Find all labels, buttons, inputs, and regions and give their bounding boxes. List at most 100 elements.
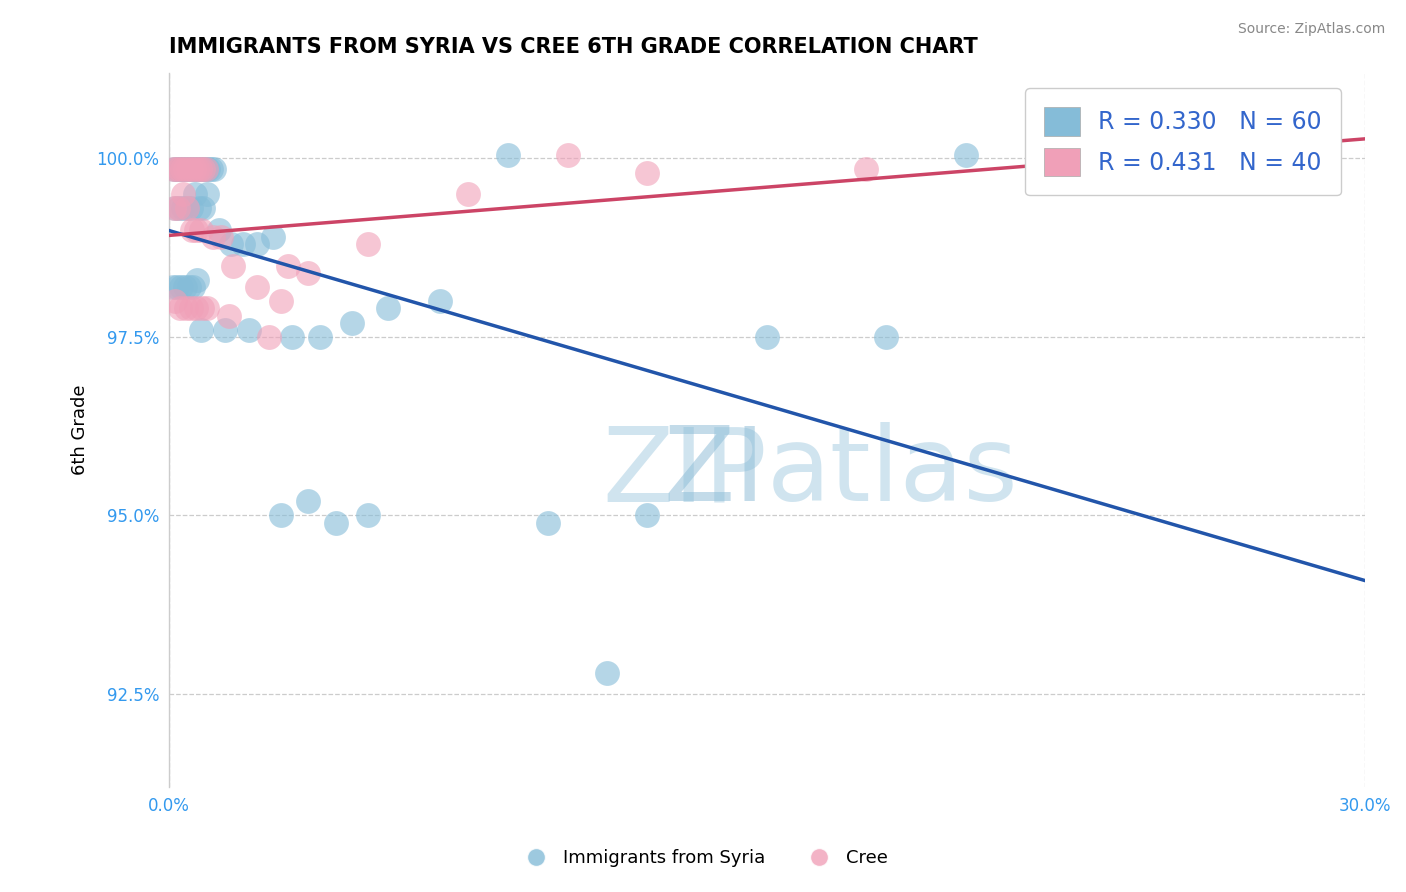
Point: [636, 508, 658, 523]
Point: [195, 187, 218, 202]
Point: [183, 162, 205, 177]
Point: [297, 266, 319, 280]
Point: [191, 162, 214, 177]
Point: [173, 162, 195, 177]
Point: [166, 202, 188, 216]
Point: [181, 280, 204, 294]
Point: [173, 162, 195, 177]
Point: [176, 202, 198, 216]
Point: [184, 301, 207, 316]
Point: [262, 230, 284, 244]
Text: IMMIGRANTS FROM SYRIA VS CREE 6TH GRADE CORRELATION CHART: IMMIGRANTS FROM SYRIA VS CREE 6TH GRADE …: [169, 37, 977, 57]
Point: [309, 330, 332, 344]
Point: [357, 508, 380, 523]
Y-axis label: 6th Grade: 6th Grade: [72, 384, 89, 475]
Point: [596, 665, 619, 680]
Point: [169, 162, 191, 177]
Point: [955, 148, 977, 162]
Point: [180, 202, 202, 216]
Point: [201, 230, 224, 244]
Point: [557, 148, 579, 162]
Point: [188, 162, 211, 177]
Point: [163, 202, 186, 216]
Point: [190, 223, 212, 237]
Point: [218, 309, 240, 323]
Point: [357, 237, 380, 252]
Point: [174, 301, 197, 316]
Point: [184, 162, 207, 177]
Point: [270, 508, 292, 523]
Point: [170, 280, 193, 294]
Point: [281, 330, 304, 344]
Point: [195, 301, 218, 316]
Point: [875, 330, 897, 344]
Point: [429, 294, 451, 309]
Text: atlas: atlas: [766, 422, 1018, 523]
Point: [169, 301, 191, 316]
Point: [174, 162, 197, 177]
Point: [188, 162, 211, 177]
Point: [342, 316, 364, 330]
Point: [193, 162, 215, 177]
Point: [191, 202, 214, 216]
Point: [457, 187, 479, 202]
Point: [180, 162, 202, 177]
Point: [855, 162, 877, 177]
Point: [246, 280, 269, 294]
Point: [177, 280, 200, 294]
Point: [163, 162, 186, 177]
Point: [163, 294, 186, 309]
Point: [190, 162, 212, 177]
Point: [190, 323, 212, 337]
Point: [162, 280, 184, 294]
Point: [496, 148, 519, 162]
Point: [257, 330, 280, 344]
Point: [176, 202, 198, 216]
Point: [179, 162, 201, 177]
Point: [172, 202, 194, 216]
Point: [165, 162, 187, 177]
Point: [170, 162, 193, 177]
Point: [183, 162, 205, 177]
Point: [172, 187, 194, 202]
Point: [200, 162, 222, 177]
Point: [173, 280, 195, 294]
Point: [166, 280, 188, 294]
Point: [167, 162, 190, 177]
Text: Source: ZipAtlas.com: Source: ZipAtlas.com: [1237, 22, 1385, 37]
Point: [163, 202, 186, 216]
Point: [166, 162, 188, 177]
Point: [187, 162, 209, 177]
Point: [186, 273, 208, 287]
Point: [180, 301, 202, 316]
Point: [325, 516, 347, 530]
Point: [270, 294, 292, 309]
Point: [238, 323, 260, 337]
Legend: Immigrants from Syria, Cree: Immigrants from Syria, Cree: [510, 842, 896, 874]
Point: [209, 230, 232, 244]
Point: [197, 162, 219, 177]
Point: [755, 330, 778, 344]
Point: [219, 237, 242, 252]
Point: [536, 516, 558, 530]
Point: [636, 166, 658, 180]
Point: [194, 162, 217, 177]
Text: ZIP: ZIP: [602, 422, 766, 523]
Legend: R = 0.330   N = 60, R = 0.431   N = 40: R = 0.330 N = 60, R = 0.431 N = 40: [1025, 88, 1341, 195]
Point: [377, 301, 399, 316]
Point: [181, 162, 204, 177]
Point: [214, 323, 236, 337]
Point: [181, 223, 204, 237]
Point: [297, 494, 319, 508]
Point: [184, 187, 207, 202]
Point: [190, 301, 212, 316]
Point: [184, 223, 207, 237]
Point: [246, 237, 269, 252]
Point: [177, 162, 200, 177]
Point: [186, 162, 208, 177]
Point: [202, 162, 225, 177]
Text: ZI: ZI: [664, 422, 766, 523]
Point: [170, 162, 193, 177]
Point: [277, 259, 299, 273]
Point: [165, 162, 187, 177]
